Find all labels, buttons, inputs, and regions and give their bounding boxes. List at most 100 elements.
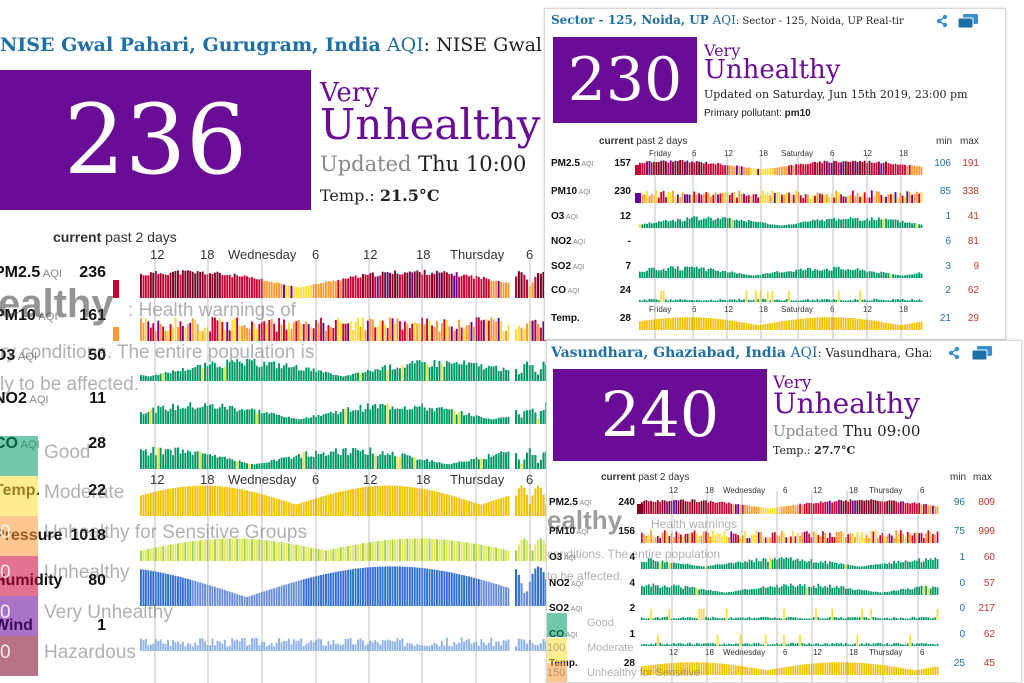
history-bar (157, 491, 160, 516)
history-bar (906, 668, 909, 675)
history-bar (233, 362, 236, 381)
history-bar (191, 580, 194, 606)
history-bar (502, 452, 505, 469)
history-bar (689, 564, 691, 569)
history-bar (374, 639, 377, 651)
history-bar (332, 375, 335, 381)
history-bar (725, 608, 728, 620)
history-bar (693, 565, 696, 569)
history-bar (737, 535, 739, 543)
history-bar (413, 363, 416, 381)
aqi-link[interactable]: AQI (386, 34, 424, 56)
history-bar (389, 409, 391, 424)
share-icon[interactable] (947, 345, 961, 360)
history-bar (169, 645, 172, 651)
windows-icon[interactable] (957, 13, 979, 29)
history-bar (707, 566, 710, 569)
history-bar (695, 161, 698, 175)
history-bar (480, 279, 483, 298)
windows-icon[interactable] (971, 345, 993, 361)
history-bar (680, 534, 682, 543)
history-bar (374, 455, 377, 469)
history-bar (812, 503, 815, 514)
aqi-link[interactable]: AQI (790, 345, 818, 361)
axis-tick-label: 12 (813, 648, 822, 657)
history-bar (849, 270, 852, 278)
history-bar (689, 532, 691, 543)
history-bar (673, 500, 675, 514)
history-bar (337, 414, 340, 424)
history-bar (915, 191, 918, 203)
station-location-link[interactable]: Sector - 125, Noida, UP (551, 13, 709, 27)
history-bar (861, 319, 864, 330)
history-bar (748, 589, 751, 595)
history-bar (816, 162, 819, 175)
history-bar (818, 300, 821, 302)
history-bar (797, 319, 800, 330)
pollutant-label: PM2.5 AQI (551, 158, 594, 169)
history-bar (270, 496, 273, 516)
history-bar (923, 585, 925, 595)
history-bar (159, 407, 162, 424)
history-bar (275, 331, 278, 341)
pollutant-label: Primary pollutant: (704, 108, 782, 119)
station-location-link[interactable]: Vasundhara, Ghaziabad, India (551, 345, 786, 361)
history-bar (778, 506, 781, 514)
share-icon[interactable] (935, 13, 949, 28)
history-bar (431, 408, 433, 424)
history-bar (674, 299, 677, 302)
history-bar (300, 287, 303, 298)
history-bar (904, 196, 906, 203)
updated-value: Thu 10:00 (418, 152, 527, 176)
history-bar (142, 375, 145, 381)
history-bar (463, 274, 465, 298)
history-bar (157, 447, 160, 469)
station-location-link[interactable]: NISE Gwal Pahari, Gurugram, India (0, 34, 381, 56)
history-bar (140, 375, 142, 381)
history-bar (702, 643, 705, 646)
history-bar (920, 532, 923, 543)
history-bar (835, 531, 838, 543)
history-bar (822, 618, 824, 620)
history-bar (908, 222, 911, 228)
history-bar (221, 538, 224, 561)
history-bar (746, 589, 749, 595)
history-bar (679, 196, 681, 203)
history-bar (796, 643, 799, 646)
history-bar (759, 169, 762, 175)
history-bar (337, 279, 340, 298)
history-bar (665, 299, 667, 302)
aqi-link[interactable]: AQI (712, 13, 736, 27)
history-bar (870, 320, 873, 330)
history-bar (223, 330, 226, 341)
history-bar (342, 644, 345, 651)
history-bar (344, 323, 347, 341)
axis-tick-label: 18 (200, 247, 215, 262)
history-bar (723, 592, 726, 595)
min-value: 0 (959, 578, 965, 589)
history-bar (911, 298, 913, 302)
history-bar (661, 500, 664, 514)
history-bar (154, 547, 157, 561)
history-bar (327, 641, 330, 651)
history-bar (322, 322, 325, 341)
history-bar (716, 564, 719, 569)
history-bar (505, 417, 507, 424)
history-bar (892, 164, 894, 175)
history-bar (673, 618, 675, 620)
history-bar (842, 269, 845, 278)
history-bar (794, 617, 797, 620)
history-bar (867, 590, 870, 595)
history-bar (665, 270, 667, 278)
history-bar (802, 198, 805, 203)
history-bar (762, 507, 765, 514)
history-bar (877, 500, 879, 514)
history-bar (771, 168, 774, 175)
history-bar (721, 319, 724, 330)
history-bar (746, 643, 749, 646)
history-bar (406, 272, 409, 298)
history-bar (927, 505, 930, 514)
history-bar (523, 459, 526, 469)
history-bar (659, 501, 661, 514)
history-bar (920, 643, 923, 646)
